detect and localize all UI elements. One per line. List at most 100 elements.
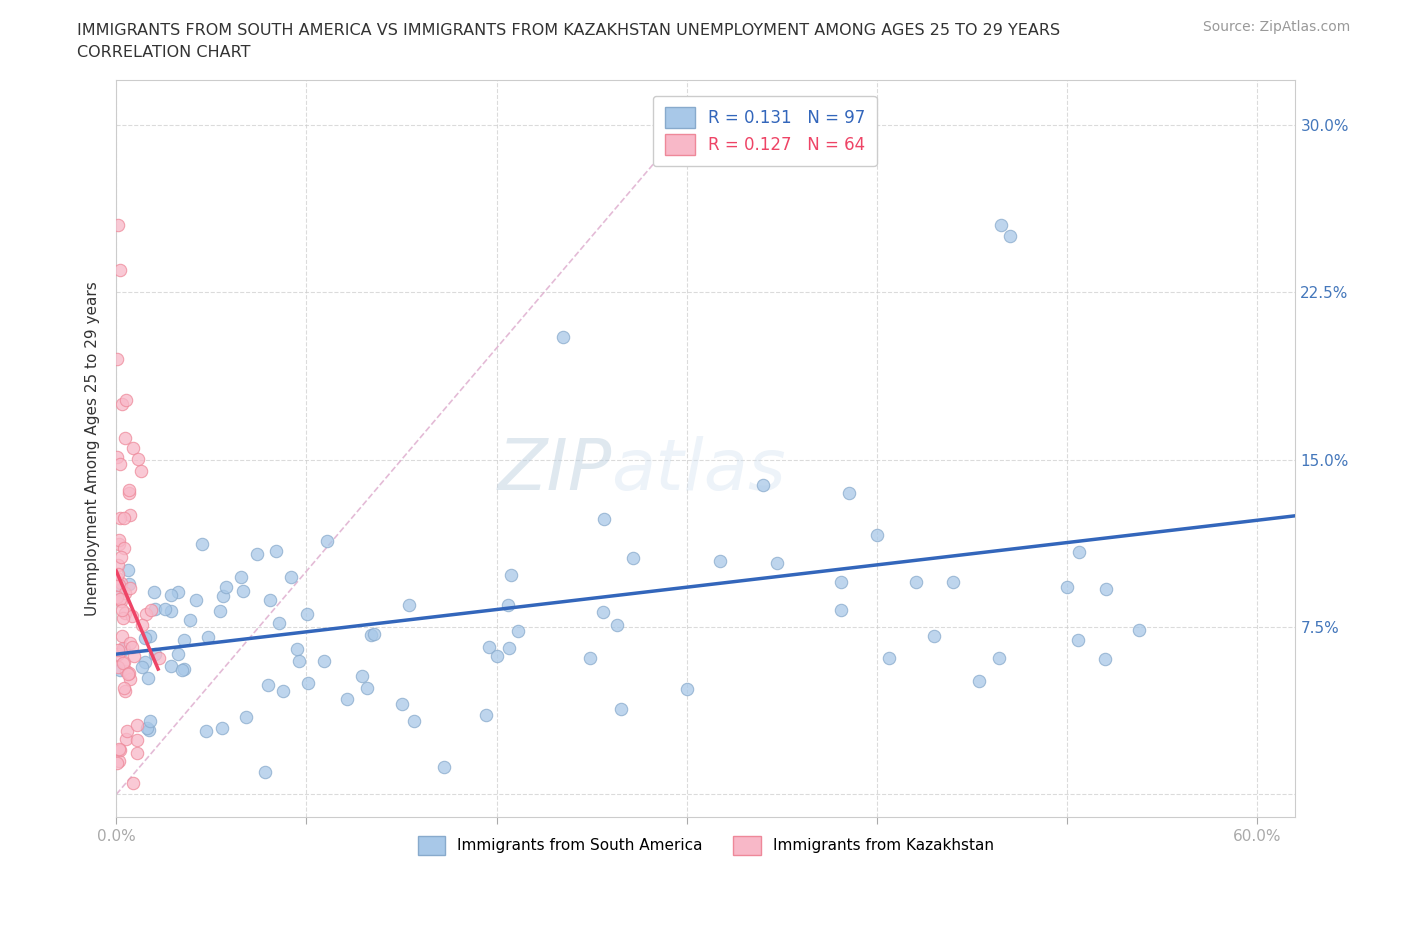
Point bbox=[112, 641, 135, 656]
Point bbox=[114, 684, 136, 698]
Point bbox=[675, 681, 697, 696]
Point bbox=[139, 714, 162, 729]
Point bbox=[105, 756, 128, 771]
Point bbox=[160, 658, 183, 673]
Point bbox=[110, 593, 132, 608]
Point bbox=[108, 578, 131, 592]
Point bbox=[122, 441, 145, 456]
Point bbox=[118, 577, 141, 591]
Point bbox=[108, 663, 131, 678]
Point bbox=[709, 553, 731, 568]
Text: IMMIGRANTS FROM SOUTH AMERICA VS IMMIGRANTS FROM KAZAKHSTAN UNEMPLOYMENT AMONG A: IMMIGRANTS FROM SOUTH AMERICA VS IMMIGRA… bbox=[77, 23, 1060, 38]
Point bbox=[990, 218, 1012, 232]
Point bbox=[287, 654, 309, 669]
Point bbox=[478, 640, 501, 655]
Point bbox=[141, 602, 163, 617]
Point bbox=[350, 669, 373, 684]
Point bbox=[108, 753, 131, 768]
Point bbox=[111, 602, 134, 617]
Point bbox=[501, 567, 523, 582]
Point bbox=[111, 396, 134, 411]
Point bbox=[107, 659, 129, 674]
Point bbox=[118, 665, 141, 680]
Point bbox=[264, 544, 287, 559]
Point bbox=[117, 563, 139, 578]
Point bbox=[235, 710, 257, 724]
Point bbox=[117, 667, 139, 682]
Point bbox=[229, 569, 252, 584]
Point bbox=[108, 536, 131, 551]
Point bbox=[110, 550, 132, 565]
Point bbox=[765, 555, 787, 570]
Point bbox=[107, 741, 129, 756]
Point bbox=[108, 583, 131, 598]
Point bbox=[112, 655, 135, 670]
Point bbox=[143, 602, 166, 617]
Point bbox=[129, 463, 152, 478]
Point bbox=[120, 671, 142, 686]
Point bbox=[167, 585, 190, 600]
Point bbox=[360, 628, 382, 643]
Point bbox=[232, 583, 254, 598]
Point bbox=[592, 604, 614, 619]
Point bbox=[173, 633, 195, 648]
Point bbox=[114, 664, 136, 679]
Point bbox=[115, 731, 138, 746]
Point bbox=[336, 691, 359, 706]
Point bbox=[508, 623, 530, 638]
Point bbox=[143, 647, 166, 662]
Point bbox=[107, 557, 129, 572]
Point bbox=[138, 723, 160, 737]
Point bbox=[120, 580, 142, 595]
Point bbox=[1094, 651, 1116, 666]
Point bbox=[197, 630, 219, 644]
Point bbox=[246, 546, 269, 561]
Point bbox=[267, 616, 290, 631]
Point bbox=[285, 642, 308, 657]
Point bbox=[356, 681, 378, 696]
Point bbox=[139, 629, 162, 644]
Point bbox=[1067, 632, 1090, 647]
Point bbox=[167, 646, 190, 661]
Point bbox=[117, 483, 139, 498]
Point bbox=[998, 229, 1021, 244]
Point bbox=[191, 537, 214, 551]
Point bbox=[830, 603, 852, 618]
Point bbox=[498, 641, 520, 656]
Point bbox=[315, 534, 337, 549]
Point bbox=[111, 629, 134, 644]
Point bbox=[138, 671, 160, 685]
Point bbox=[398, 597, 420, 612]
Point bbox=[127, 718, 149, 733]
Point bbox=[114, 392, 136, 407]
Point bbox=[108, 591, 131, 606]
Point bbox=[606, 618, 628, 632]
Point bbox=[391, 697, 413, 711]
Point bbox=[134, 631, 156, 645]
Point bbox=[105, 570, 128, 585]
Point bbox=[592, 512, 614, 526]
Point bbox=[148, 651, 170, 666]
Point bbox=[112, 610, 135, 625]
Point bbox=[1067, 545, 1090, 560]
Point bbox=[110, 742, 132, 757]
Point bbox=[967, 673, 990, 688]
Point bbox=[131, 618, 153, 632]
Point bbox=[271, 684, 294, 698]
Point bbox=[121, 640, 143, 655]
Point bbox=[475, 708, 498, 723]
Point bbox=[112, 680, 135, 695]
Point bbox=[922, 629, 945, 644]
Point bbox=[112, 511, 135, 525]
Point bbox=[194, 724, 217, 738]
Point bbox=[105, 352, 128, 366]
Point bbox=[127, 733, 149, 748]
Point bbox=[118, 636, 141, 651]
Point bbox=[159, 588, 181, 603]
Point bbox=[112, 641, 135, 656]
Point bbox=[208, 604, 231, 619]
Point bbox=[105, 590, 128, 604]
Point bbox=[110, 576, 132, 591]
Point bbox=[108, 457, 131, 472]
Point bbox=[114, 605, 136, 620]
